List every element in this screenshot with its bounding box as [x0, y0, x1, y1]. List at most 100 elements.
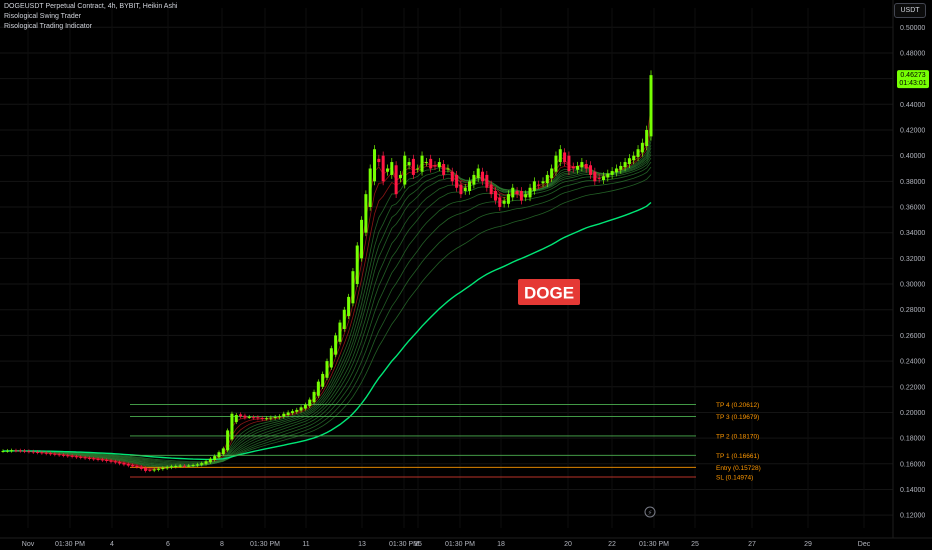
candle-body: [144, 467, 148, 471]
candle-body: [606, 173, 610, 178]
y-tick-label: 0.18000: [900, 436, 925, 443]
candle-body: [424, 162, 428, 164]
candle-body: [403, 155, 407, 185]
candle-body: [610, 171, 614, 175]
ribbon-line: [2, 151, 652, 466]
candle-body: [308, 399, 312, 407]
candle-body: [226, 430, 230, 451]
candle-body: [221, 448, 225, 455]
candle-body: [200, 463, 204, 465]
candle-body: [649, 75, 653, 137]
candle-body: [277, 416, 281, 418]
candle-body: [70, 455, 74, 457]
y-tick-label: 0.36000: [900, 205, 925, 212]
y-tick-label: 0.28000: [900, 307, 925, 314]
candle-body: [316, 381, 320, 396]
y-tick-label: 0.22000: [900, 384, 925, 391]
x-tick-label: Dec: [858, 541, 871, 548]
y-tick-label: 0.48000: [900, 50, 925, 57]
price-tag-box: [897, 70, 929, 89]
candle-body: [506, 194, 510, 204]
y-tick-label: 0.30000: [900, 282, 925, 289]
candle-body: [450, 171, 454, 182]
candle-body: [79, 456, 83, 458]
candle-body: [645, 129, 649, 147]
chart-grid: [0, 8, 893, 528]
candle-body: [584, 164, 588, 169]
tp-sl-levels: TP 4 (0.20612) TP 3 (0.19679) TP 2 (0.1817…: [130, 402, 761, 481]
y-tick-label: 0.32000: [900, 256, 925, 263]
candle-body: [589, 165, 593, 175]
ribbon-line: [2, 161, 652, 465]
currency-button[interactable]: USDT: [894, 3, 926, 18]
x-tick-label: 6: [166, 541, 170, 548]
candle-body: [385, 168, 389, 172]
candle-body: [485, 174, 489, 188]
candle-body: [31, 451, 35, 453]
x-tick-label: 22: [608, 541, 616, 548]
candle-body: [131, 465, 135, 467]
candle-body: [329, 348, 333, 368]
candle-body: [139, 466, 143, 469]
candle-body: [152, 469, 156, 471]
y-tick-label: 0.16000: [900, 461, 925, 468]
candle-body: [260, 417, 264, 419]
candle-body: [5, 450, 9, 452]
y-tick-label: 0.40000: [900, 153, 925, 160]
y-tick-label: 0.26000: [900, 333, 925, 340]
x-tick-label: 13: [358, 541, 366, 548]
candle-body: [528, 187, 532, 198]
candle-body: [303, 404, 307, 409]
candle-body: [27, 451, 31, 453]
candle-body: [519, 190, 523, 201]
level-label: SL (0.14974): [716, 474, 753, 481]
candle-body: [204, 461, 208, 464]
candlestick-series: [1, 70, 653, 473]
candle-body: [74, 456, 78, 458]
candle-body: [234, 415, 238, 423]
candle-body: [217, 452, 221, 458]
candle-body: [57, 454, 61, 456]
candle-body: [169, 466, 173, 468]
y-tick-label: 0.14000: [900, 487, 925, 494]
indicator-swing-trader[interactable]: Risological Swing Trader: [4, 13, 82, 20]
candle-body: [498, 197, 502, 208]
x-tick-label: 01:30 PM: [250, 541, 280, 548]
alert-icon[interactable]: [644, 506, 656, 518]
y-tick-label: 0.50000: [900, 25, 925, 32]
candle-body: [23, 450, 27, 452]
x-tick-label: 20: [564, 541, 572, 548]
x-tick-label: 01:30 PM: [389, 541, 419, 548]
candle-body: [252, 417, 256, 419]
x-tick-label: 25: [691, 541, 699, 548]
y-tick-label: 0.34000: [900, 230, 925, 237]
level-label: TP 2 (0.18170): [716, 433, 759, 440]
candle-body: [290, 411, 294, 414]
candle-body: [493, 190, 497, 201]
candle-body: [627, 158, 631, 164]
candle-body: [537, 184, 541, 186]
indicator-trading[interactable]: Risological Trading Indicator: [4, 23, 92, 30]
candle-body: [472, 174, 476, 185]
candle-body: [550, 168, 554, 179]
candle-body: [398, 174, 402, 179]
candle-body: [554, 155, 558, 172]
candle-body: [18, 450, 22, 452]
x-tick-label: 29: [804, 541, 812, 548]
candle-body: [273, 416, 277, 418]
candle-body: [187, 465, 191, 467]
candle-body: [161, 467, 165, 470]
candle-body: [44, 452, 48, 454]
x-tick-label: Nov: [22, 541, 35, 548]
candle-body: [208, 458, 212, 463]
candle-body: [325, 361, 329, 378]
x-tick-label: 27: [748, 541, 756, 548]
candle-body: [109, 460, 113, 462]
ribbon-line: [2, 157, 652, 465]
level-label: TP 3 (0.19679): [716, 414, 759, 421]
symbol-title[interactable]: DOGEUSDT Perpetual Contract, 4h, BYBIT, …: [4, 3, 178, 10]
candle-body: [61, 454, 65, 456]
candle-body: [576, 165, 580, 170]
